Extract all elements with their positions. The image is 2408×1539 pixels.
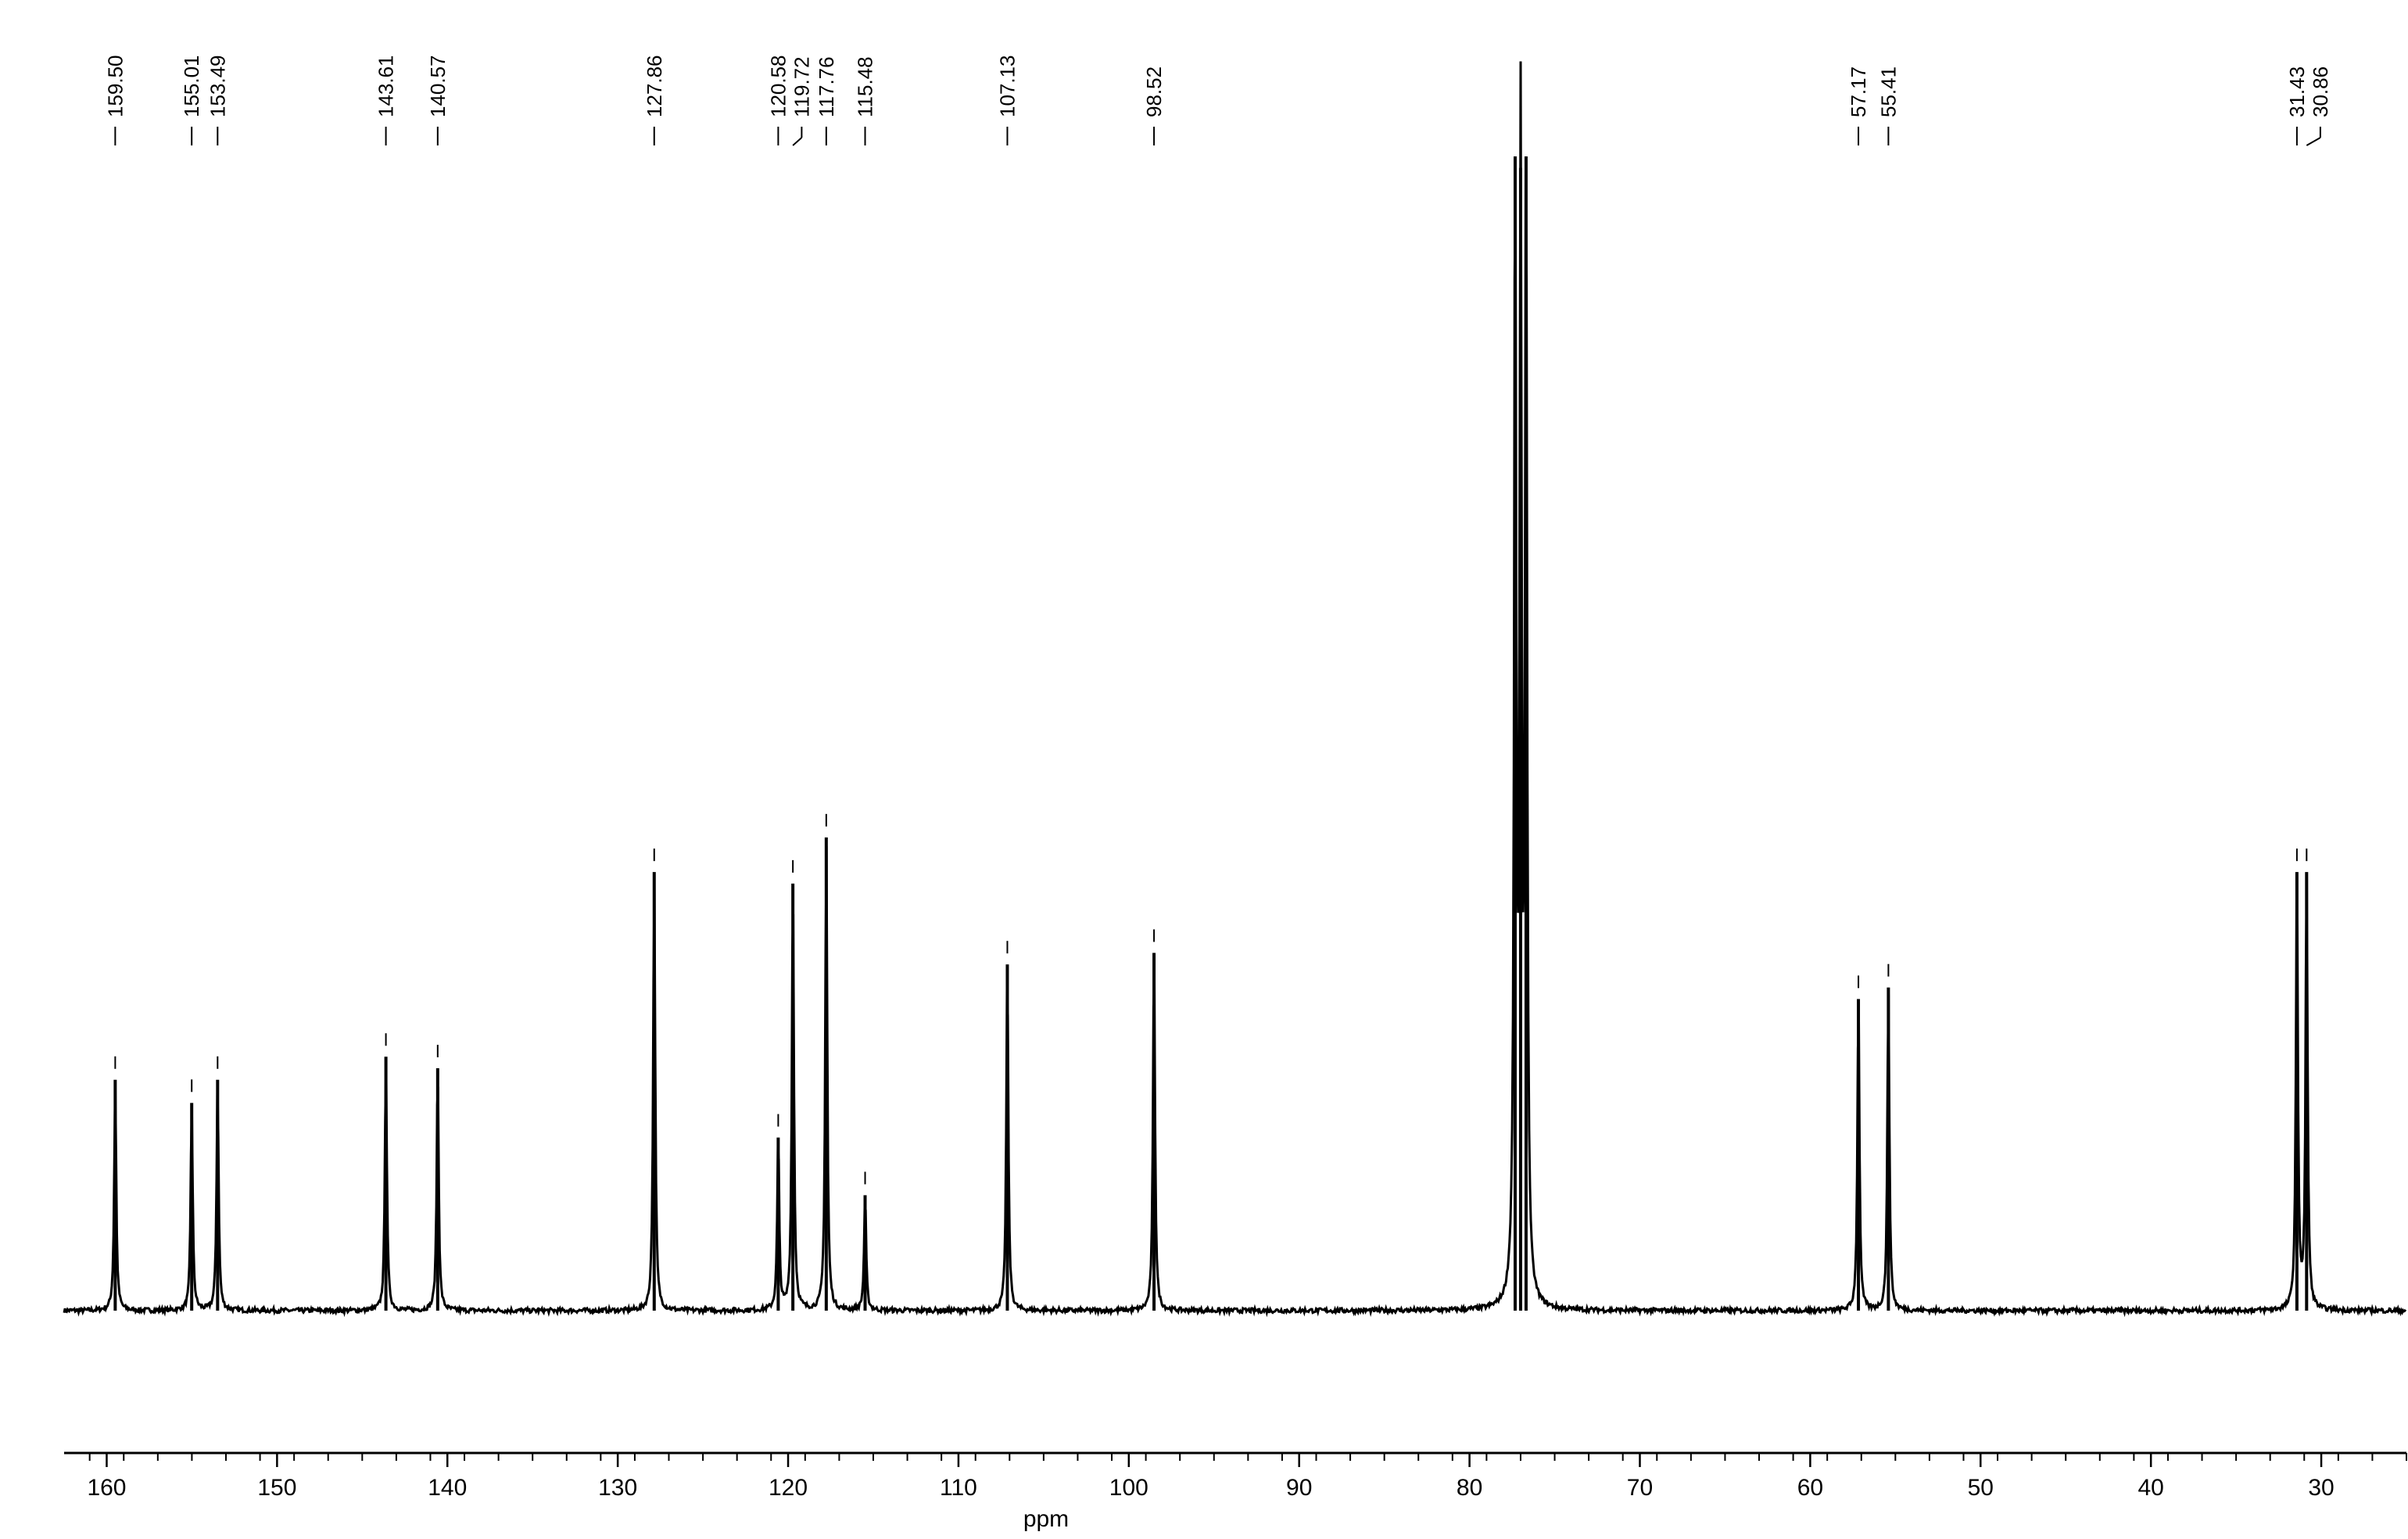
x-tick-label: 130 (598, 1475, 637, 1501)
x-tick-label: 110 (940, 1475, 977, 1501)
peak-label: 155.01 (180, 55, 203, 117)
x-tick-label: 70 (1627, 1475, 1653, 1501)
x-tick-label: 140 (428, 1475, 467, 1501)
peak-label-connector (2306, 127, 2321, 146)
peak-label: 31.43 (2285, 66, 2309, 117)
x-tick-label: 100 (1109, 1475, 1148, 1501)
x-tick-label: 60 (1797, 1475, 1823, 1501)
peak-label: 30.86 (2309, 66, 2332, 117)
x-tick-label: 160 (87, 1475, 126, 1501)
peak-label: 55.41 (1876, 66, 1900, 117)
x-axis: 160 150 140 130 120 110 100 90 80 70 60 50 40 30 (64, 1451, 2407, 1501)
peak-label: 119.72 (790, 56, 813, 117)
x-tick-label: 90 (1286, 1475, 1312, 1501)
peak-label: 98.52 (1142, 66, 1166, 117)
peak-label: 153.49 (206, 55, 229, 117)
peak-label: 127.86 (643, 55, 666, 117)
peak-label: 159.50 (103, 55, 127, 117)
peak-label: 117.76 (815, 56, 838, 117)
peak-label-layer: 159.50 155.01 153.49 143.61 140.57 127.86 120.… (103, 55, 2332, 146)
x-tick-label: 30 (2308, 1475, 2334, 1501)
spectrum-trace (63, 61, 2407, 1318)
peak-label: 115.48 (854, 56, 877, 117)
spectrum-layer (63, 61, 2407, 1318)
x-tick-label: 50 (1968, 1475, 1994, 1501)
x-tick-label: 120 (769, 1475, 808, 1501)
peak-label: 57.17 (1847, 66, 1870, 117)
peak-label: 140.57 (426, 55, 450, 117)
peak-label: 143.61 (374, 55, 398, 117)
peak-label-connector (792, 127, 803, 146)
peak-label: 120.58 (766, 55, 790, 117)
x-tick-label: 40 (2137, 1475, 2163, 1501)
x-tick-label: 80 (1457, 1475, 1482, 1501)
peak-label: 107.13 (995, 55, 1019, 117)
x-axis-title: ppm (1023, 1506, 1069, 1532)
x-tick-label: 150 (257, 1475, 296, 1501)
